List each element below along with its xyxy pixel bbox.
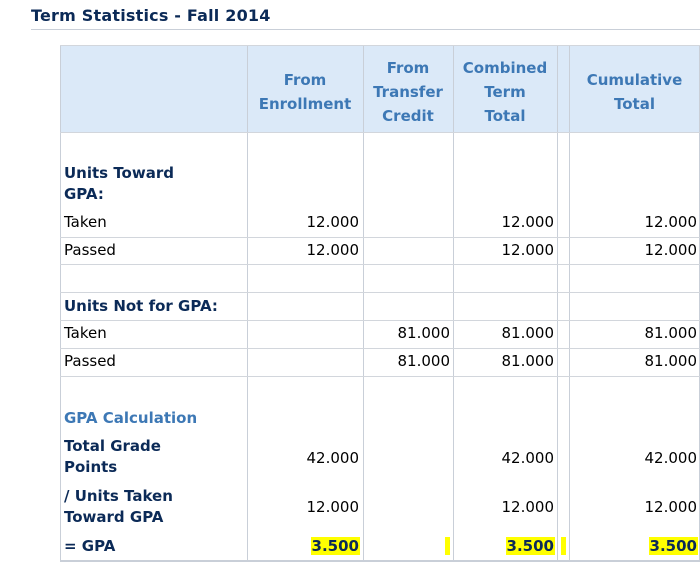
value-combined: 12.000 — [501, 241, 555, 259]
row-divider — [60, 292, 700, 293]
value-cumulative: 12.000 — [644, 213, 698, 231]
gpa-enrollment-value: 3.500 — [247, 537, 360, 555]
value-enrollment: 12.000 — [306, 241, 360, 259]
value-combined: 81.000 — [501, 324, 555, 342]
value-combined: 81.000 — [501, 352, 555, 370]
table-top-border — [60, 45, 700, 46]
value-enrollment: 12.000 — [306, 213, 360, 231]
gpa-highlight: 3.500 — [505, 537, 555, 555]
row-label-passed: Passed — [64, 241, 116, 259]
header-cumulative-total: Cumulative Total — [586, 71, 683, 113]
gpa-cumulative-value: 3.500 — [569, 537, 698, 555]
table-header — [60, 45, 700, 132]
value-combined: 42.000 — [501, 449, 555, 467]
row-label-taken: Taken — [64, 324, 107, 342]
row-divider — [60, 237, 700, 238]
column-divider — [557, 45, 558, 560]
row-label-total-grade-points: Total Grade Points — [64, 437, 161, 476]
gpa-highlight: 3.500 — [310, 537, 360, 555]
value-combined: 12.000 — [501, 498, 555, 516]
value-transfer: 81.000 — [397, 352, 451, 370]
row-label-units-taken-toward-gpa: / Units Taken Toward GPA — [64, 487, 173, 526]
column-divider — [569, 45, 570, 560]
title-divider — [31, 29, 700, 30]
header-from-transfer-credit: From Transfer Credit — [373, 59, 443, 125]
value-enrollment: 12.000 — [306, 498, 360, 516]
row-divider — [60, 320, 700, 321]
gpa-combined-value: 3.500 — [453, 537, 555, 555]
header-bottom-line — [60, 132, 700, 133]
header-combined-term-total: Combined Term Total — [462, 59, 548, 125]
section-gpa-calculation: GPA Calculation — [64, 409, 198, 427]
section-units-toward-gpa: Units Toward GPA: — [64, 164, 174, 203]
value-enrollment: 42.000 — [306, 449, 360, 467]
highlight-mark — [561, 537, 566, 555]
value-cumulative: 12.000 — [644, 241, 698, 259]
value-cumulative: 42.000 — [644, 449, 698, 467]
page-title: Term Statistics - Fall 2014 — [31, 6, 271, 25]
value-cumulative: 12.000 — [644, 498, 698, 516]
row-label-taken: Taken — [64, 213, 107, 231]
row-divider — [60, 348, 700, 349]
term-statistics-table: From Enrollment From Transfer Credit Com… — [60, 45, 700, 560]
section-units-not-for-gpa: Units Not for GPA: — [64, 297, 218, 315]
column-divider — [247, 45, 248, 560]
value-cumulative: 81.000 — [644, 324, 698, 342]
row-label-gpa: = GPA — [64, 537, 116, 555]
highlight-mark — [445, 537, 450, 555]
row-label-passed: Passed — [64, 352, 116, 370]
row-divider — [60, 264, 700, 265]
column-divider — [363, 45, 364, 560]
row-divider — [60, 376, 700, 377]
table-bottom-border — [60, 560, 700, 562]
column-divider — [453, 45, 454, 560]
value-cumulative: 81.000 — [644, 352, 698, 370]
value-transfer: 81.000 — [397, 324, 451, 342]
table-left-border — [60, 45, 61, 560]
gpa-highlight: 3.500 — [648, 537, 698, 555]
header-from-enrollment: From Enrollment — [258, 71, 352, 113]
value-combined: 12.000 — [501, 213, 555, 231]
